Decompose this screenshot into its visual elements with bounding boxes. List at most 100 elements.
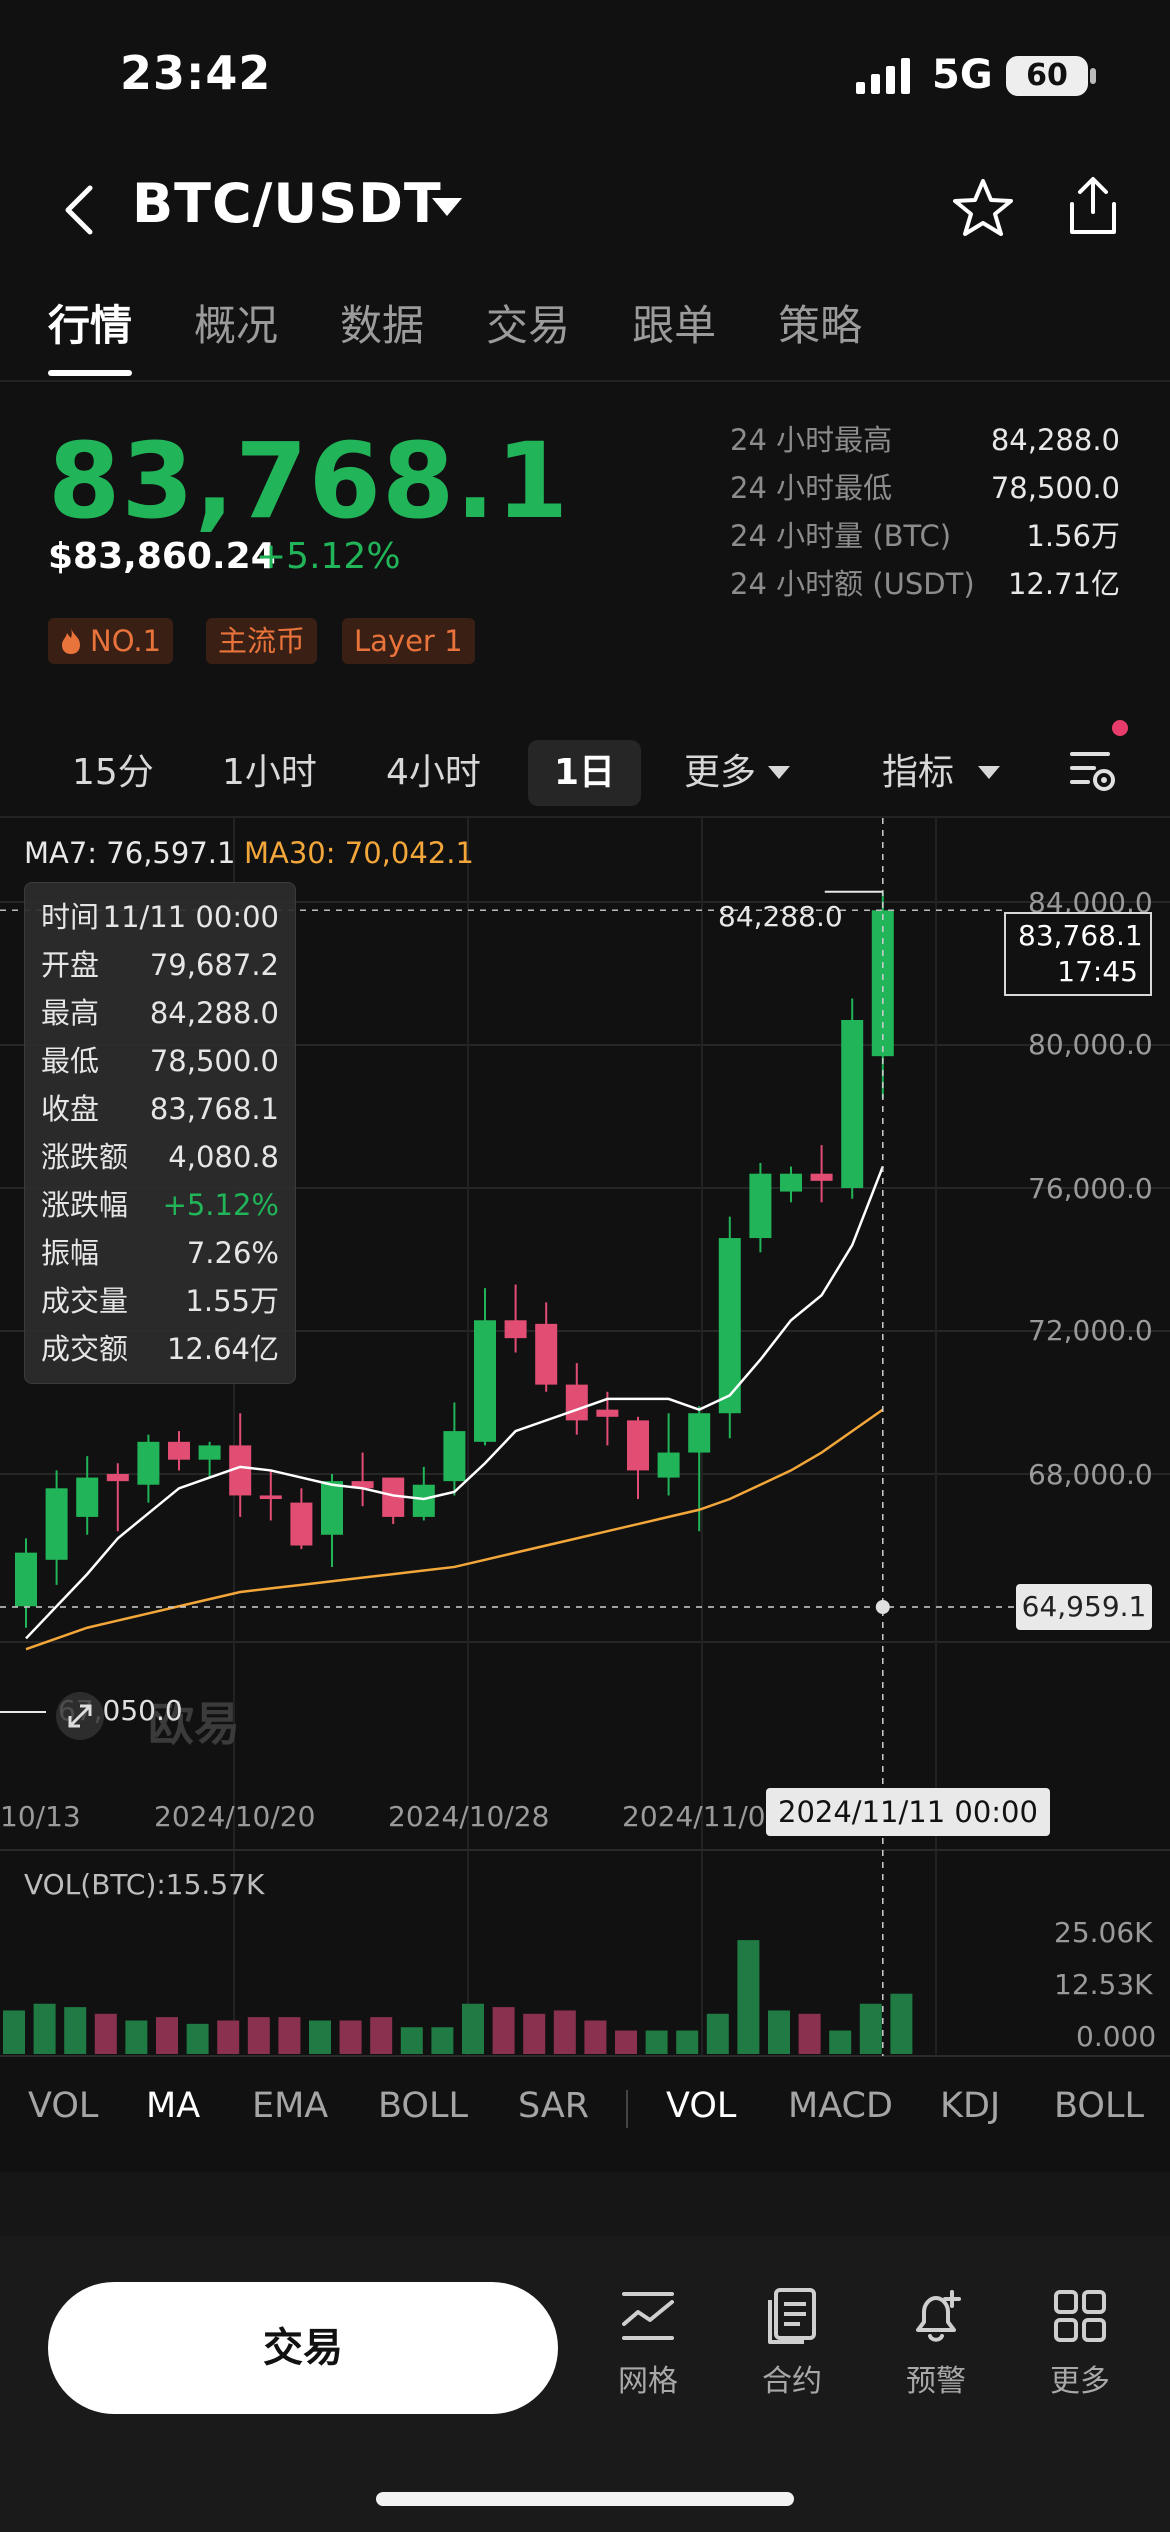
main-tabs: 行情 概况 数据 交易 跟单 策略: [48, 298, 924, 354]
battery-icon: 60: [1006, 56, 1088, 96]
trade-button[interactable]: 交易: [48, 2282, 558, 2414]
tooltip-label: 时间: [41, 900, 100, 934]
timeframe-more[interactable]: 更多: [684, 752, 757, 793]
pair-dropdown-icon[interactable]: [432, 198, 462, 216]
x-tick-label: 2024/10/20: [154, 1800, 316, 1833]
volume-bar: [584, 2020, 607, 2054]
vol-tick-label: 25.06K: [1054, 1916, 1153, 1949]
tooltip-label: 涨跌幅: [41, 1188, 129, 1222]
y-tick-label: 68,000.0: [1028, 1458, 1153, 1491]
candle-body: [198, 1445, 221, 1460]
indicator-sub-boll[interactable]: BOLL: [1054, 2086, 1144, 2126]
candle-body: [137, 1441, 160, 1485]
grid-bot-icon: [622, 2292, 674, 2340]
pair-title[interactable]: BTC/USDT: [132, 172, 442, 235]
volume-bar: [186, 2023, 209, 2054]
usd-price: $83,860.24: [48, 536, 276, 577]
candle-body: [15, 1552, 37, 1607]
indicator-vol[interactable]: VOL: [28, 2086, 99, 2126]
candle-body: [290, 1502, 313, 1546]
rank-tag[interactable]: NO.1: [48, 618, 174, 664]
timeframe-1h[interactable]: 1小时: [222, 752, 317, 793]
contract-icon: [768, 2288, 816, 2344]
tooltip-row: 收盘 83,768.1: [41, 1085, 279, 1133]
chart-settings-icon[interactable]: [1068, 748, 1116, 794]
volume-bar: [125, 2020, 148, 2054]
indicator-sub-vol[interactable]: VOL: [666, 2086, 737, 2126]
tooltip-row: 成交量 1.55万: [41, 1277, 279, 1325]
indicator-sar[interactable]: SAR: [518, 2086, 590, 2126]
volume-bar: [309, 2020, 331, 2054]
candle-body: [718, 1238, 741, 1414]
candle-body: [627, 1420, 649, 1471]
stat-label: 24 小时额 (USDT): [730, 567, 975, 601]
candle-body: [259, 1495, 282, 1500]
tooltip-value: 83,768.1: [149, 1092, 279, 1126]
volume-bar: [553, 2010, 576, 2054]
volume-bar: [706, 2013, 729, 2054]
stat-low: 24 小时最低 78,500.0: [730, 464, 1120, 512]
nav-grid[interactable]: 网格: [588, 2286, 708, 2400]
tab-strategy[interactable]: 策略: [778, 301, 863, 350]
y-tick-label: 76,000.0: [1028, 1172, 1153, 1205]
stat-label: 24 小时最高: [730, 423, 893, 457]
tab-copy[interactable]: 跟单: [632, 301, 717, 350]
volume-bar: [462, 2003, 484, 2054]
indicator-boll[interactable]: BOLL: [378, 2086, 468, 2126]
indicator-ma[interactable]: MA: [146, 2086, 201, 2126]
nav-grid-label: 网格: [618, 2364, 678, 2399]
candlestick-chart[interactable]: [0, 818, 1170, 2058]
volume-label: VOL(BTC):15.57K: [24, 1868, 265, 1901]
apps-grid-icon: [1054, 2290, 1106, 2342]
indicator-macd[interactable]: MACD: [788, 2086, 893, 2126]
indicator-kdj[interactable]: KDJ: [940, 2086, 1001, 2126]
category-tag[interactable]: 主流币: [206, 618, 318, 664]
volume-bar: [676, 2030, 699, 2054]
candle-body: [106, 1474, 129, 1482]
timeframe-1d[interactable]: 1日: [528, 740, 642, 806]
candle-body: [535, 1323, 558, 1385]
high-marker-label: 84,288.0: [718, 900, 843, 933]
vol-tick-label: 0.000: [1076, 2020, 1157, 2053]
candle-body: [474, 1320, 496, 1442]
volume-bar: [798, 2013, 821, 2054]
volume-bar: [737, 1940, 760, 2054]
back-arrow-icon[interactable]: [60, 180, 100, 240]
tab-overview[interactable]: 概况: [194, 301, 279, 350]
tooltip-row: 时间 11/11 00:00: [41, 893, 279, 941]
candle-body: [76, 1477, 99, 1517]
star-icon[interactable]: [950, 176, 1016, 242]
timeframe-15m[interactable]: 15分: [72, 752, 154, 793]
share-icon[interactable]: [1060, 174, 1126, 240]
watermark: 欧易: [148, 1697, 240, 1751]
nav-alert[interactable]: 预警: [876, 2286, 996, 2400]
nav-futures[interactable]: 合约: [732, 2286, 852, 2400]
nav-more[interactable]: 更多: [1020, 2286, 1140, 2400]
indicator-separator: [626, 2090, 628, 2128]
volume-bar: [339, 2020, 362, 2054]
tooltip-label: 涨跌额: [41, 1140, 129, 1174]
expand-icon[interactable]: [54, 1690, 106, 1742]
volume-bar: [94, 2013, 117, 2054]
volume-bar: [33, 2003, 56, 2054]
indicator-selector[interactable]: 指标: [882, 752, 955, 793]
tab-trade[interactable]: 交易: [486, 301, 571, 350]
battery-nub: [1090, 68, 1096, 84]
timeframe-4h[interactable]: 4小时: [386, 752, 481, 793]
candle-body: [871, 910, 894, 1057]
tab-market[interactable]: 行情: [48, 301, 133, 350]
current-price-value: 83,768.1: [1018, 919, 1143, 952]
rank-tag-label: NO.1: [90, 624, 162, 658]
tab-data[interactable]: 数据: [340, 301, 425, 350]
candle-body: [382, 1477, 405, 1517]
x-tick-label: 2024/10/28: [388, 1800, 550, 1833]
vol-tick-label: 12.53K: [1054, 1968, 1153, 2001]
candle-body: [321, 1481, 343, 1535]
candle-body: [45, 1488, 68, 1560]
layer-tag[interactable]: Layer 1: [342, 618, 475, 664]
crosshair-price-box: 64,959.1: [1016, 1584, 1152, 1630]
indicator-ema[interactable]: EMA: [252, 2086, 329, 2126]
stat-value: 1.56万: [1026, 519, 1120, 553]
candle-body: [657, 1452, 680, 1478]
tooltip-label: 成交额: [41, 1332, 129, 1366]
